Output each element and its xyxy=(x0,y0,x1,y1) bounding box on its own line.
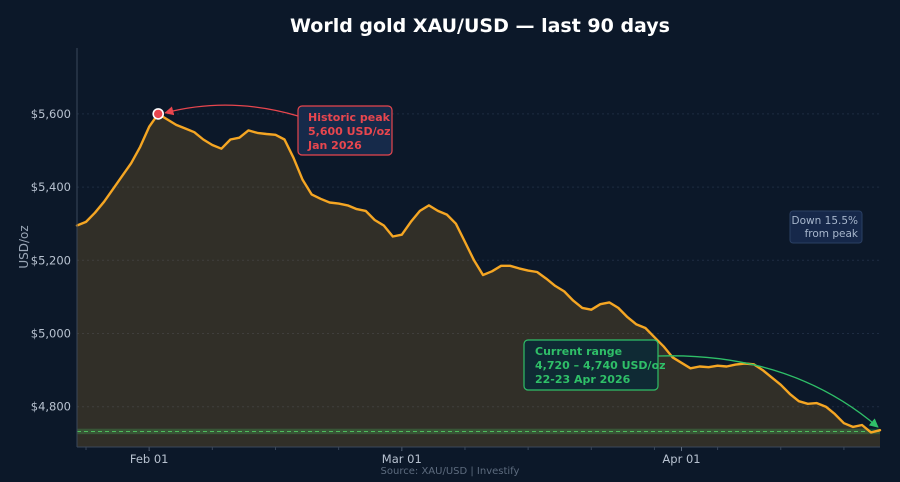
peak-annotation-box xyxy=(297,105,393,156)
current-range-line-2: 4,720 – 4,740 USD/oz xyxy=(535,359,666,372)
current-range-line-1: Current range xyxy=(535,345,622,358)
current-range-band xyxy=(77,428,880,435)
x-tick-label: Apr 01 xyxy=(662,452,700,466)
y-tick-label: $4,800 xyxy=(31,400,71,414)
peak-annotation-arrow xyxy=(164,104,299,117)
price-area-fill xyxy=(77,113,880,448)
decline-annotation-box xyxy=(789,210,863,244)
grid-lines xyxy=(77,113,880,408)
decline-annotation: Down 15.5% from peak xyxy=(789,210,863,244)
decline-annotation-line-2: from peak xyxy=(805,228,859,240)
y-tick-label: $5,000 xyxy=(31,327,71,341)
peak-annotation-line-1: Historic peak xyxy=(308,111,391,124)
y-tick-label: $5,600 xyxy=(31,107,71,121)
x-tick-labels: Feb 01 Mar 01 Apr 01 xyxy=(130,447,701,466)
x-tick-label: Mar 01 xyxy=(382,452,422,466)
peak-annotation-line-2: 5,600 USD/oz xyxy=(308,125,391,138)
y-axis-label: USD/oz xyxy=(17,225,31,268)
current-range-box xyxy=(523,339,659,391)
current-range-line-3: 22-23 Apr 2026 xyxy=(535,373,631,386)
decline-annotation-line-1: Down 15.5% xyxy=(792,215,858,227)
y-tick-labels: $4,800 $5,000 $5,200 $5,400 $5,600 xyxy=(31,107,71,414)
peak-annotation-line-3: Jan 2026 xyxy=(307,139,362,152)
x-minor-ticks xyxy=(85,447,845,450)
source-note: Source: XAU/USD | Investify xyxy=(381,466,520,477)
peak-marker xyxy=(152,108,165,120)
chart-title: World gold XAU/USD — last 90 days xyxy=(290,15,670,37)
peak-annotation: Historic peak 5,600 USD/oz Jan 2026 xyxy=(152,104,393,156)
price-points xyxy=(76,113,881,433)
y-tick-label: $5,200 xyxy=(31,253,71,267)
current-range-annotation: Current range 4,720 – 4,740 USD/oz 22-23… xyxy=(523,339,879,428)
current-range-arrow xyxy=(657,355,879,428)
x-tick-label: Feb 01 xyxy=(130,452,169,466)
y-tick-label: $5,400 xyxy=(31,180,71,194)
